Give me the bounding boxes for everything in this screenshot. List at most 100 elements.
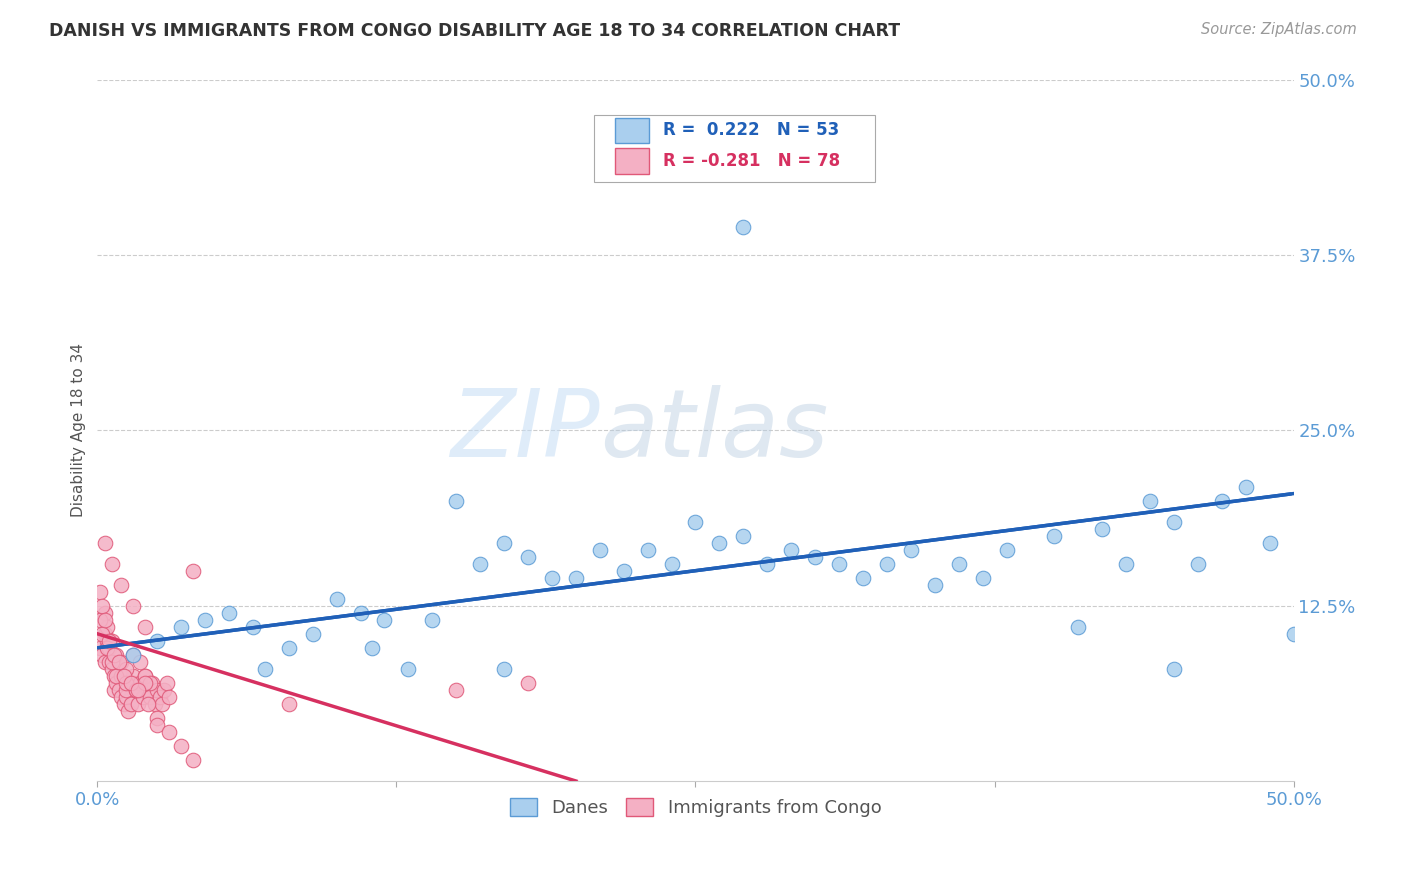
Point — [780, 542, 803, 557]
Point — [852, 571, 875, 585]
Point — [122, 676, 145, 690]
Point — [127, 682, 149, 697]
Point — [132, 690, 155, 704]
Point — [396, 662, 419, 676]
Text: R =  0.222   N = 53: R = 0.222 N = 53 — [664, 121, 839, 139]
Point — [181, 564, 204, 578]
Point — [170, 620, 193, 634]
Point — [100, 655, 122, 669]
Point — [146, 633, 169, 648]
Point — [103, 682, 125, 697]
Point — [117, 704, 139, 718]
Point — [110, 690, 132, 704]
Point — [153, 682, 176, 697]
Point — [89, 584, 111, 599]
Point — [98, 633, 121, 648]
Point — [150, 697, 173, 711]
Point — [1258, 535, 1281, 549]
Point — [139, 690, 162, 704]
Bar — [616, 118, 648, 143]
Legend: Danes, Immigrants from Congo: Danes, Immigrants from Congo — [502, 790, 889, 824]
Point — [1091, 522, 1114, 536]
Point — [756, 557, 779, 571]
Point — [828, 557, 851, 571]
Point — [494, 662, 516, 676]
Point — [100, 557, 122, 571]
Text: R = -0.281   N = 78: R = -0.281 N = 78 — [664, 152, 841, 170]
Point — [134, 620, 156, 634]
Point — [1211, 493, 1233, 508]
Point — [733, 220, 755, 235]
Point — [112, 697, 135, 711]
Point — [136, 682, 159, 697]
Point — [709, 535, 731, 549]
Point — [120, 697, 142, 711]
Point — [129, 655, 152, 669]
Point — [277, 697, 299, 711]
Point — [1163, 515, 1185, 529]
Point — [103, 648, 125, 662]
Point — [517, 549, 540, 564]
Point — [136, 697, 159, 711]
Point — [110, 578, 132, 592]
Point — [96, 633, 118, 648]
Point — [1139, 493, 1161, 508]
Point — [325, 591, 347, 606]
Point — [141, 676, 163, 690]
Point — [170, 739, 193, 753]
Point — [277, 640, 299, 655]
Point — [115, 662, 138, 676]
Point — [89, 640, 111, 655]
Point — [444, 682, 467, 697]
Point — [124, 682, 146, 697]
Point — [146, 711, 169, 725]
Point — [110, 655, 132, 669]
Point — [661, 557, 683, 571]
Point — [804, 549, 827, 564]
Point — [120, 676, 142, 690]
Y-axis label: Disability Age 18 to 34: Disability Age 18 to 34 — [72, 343, 86, 517]
Point — [93, 655, 115, 669]
Point — [112, 669, 135, 683]
Point — [98, 655, 121, 669]
Point — [103, 669, 125, 683]
Point — [301, 627, 323, 641]
Point — [1043, 528, 1066, 542]
Point — [1163, 662, 1185, 676]
Point — [361, 640, 384, 655]
Bar — [616, 148, 648, 174]
Point — [148, 690, 170, 704]
Text: atlas: atlas — [600, 385, 828, 476]
Text: DANISH VS IMMIGRANTS FROM CONGO DISABILITY AGE 18 TO 34 CORRELATION CHART: DANISH VS IMMIGRANTS FROM CONGO DISABILI… — [49, 22, 900, 40]
Point — [589, 542, 612, 557]
Point — [876, 557, 898, 571]
Text: Source: ZipAtlas.com: Source: ZipAtlas.com — [1201, 22, 1357, 37]
Point — [127, 697, 149, 711]
Point — [420, 613, 443, 627]
Point — [134, 669, 156, 683]
Point — [96, 620, 118, 634]
Point — [146, 682, 169, 697]
Point — [93, 613, 115, 627]
Point — [105, 648, 128, 662]
Point — [1234, 479, 1257, 493]
Point — [91, 648, 114, 662]
Point — [91, 599, 114, 613]
Point — [129, 676, 152, 690]
Point — [565, 571, 588, 585]
Point — [100, 662, 122, 676]
Point — [900, 542, 922, 557]
Point — [470, 557, 492, 571]
Point — [253, 662, 276, 676]
Point — [110, 669, 132, 683]
Point — [115, 682, 138, 697]
Point — [139, 676, 162, 690]
Point — [105, 669, 128, 683]
Point — [1115, 557, 1137, 571]
Point — [146, 718, 169, 732]
Text: ZIP: ZIP — [450, 385, 600, 476]
Point — [96, 640, 118, 655]
Point — [91, 627, 114, 641]
Point — [181, 753, 204, 767]
Point — [1067, 620, 1090, 634]
